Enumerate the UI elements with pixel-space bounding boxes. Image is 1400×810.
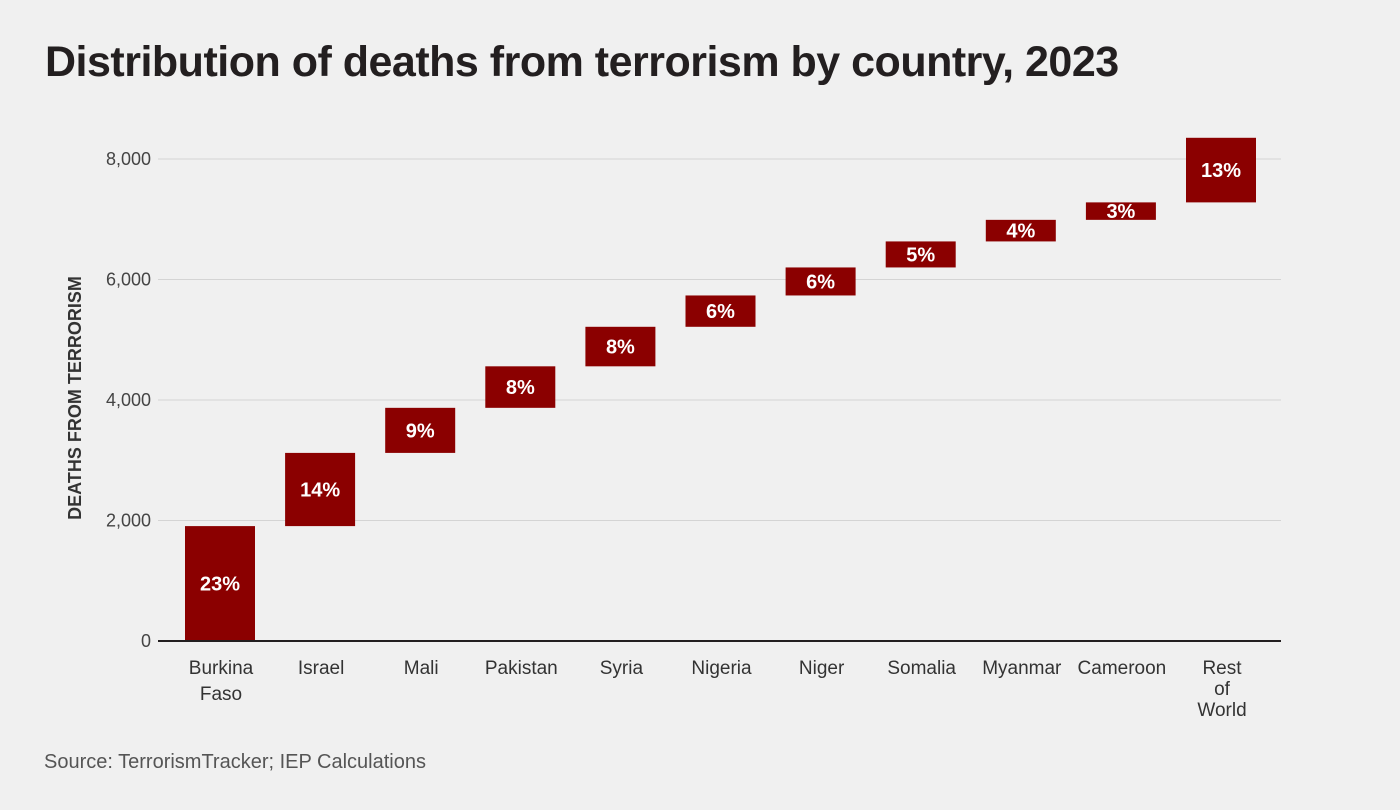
source-note: Source: TerrorismTracker; IEP Calculatio… — [44, 751, 426, 773]
bar — [185, 526, 255, 641]
x-tick-label-line: Israel — [298, 658, 344, 679]
bar-value-label: 6% — [706, 301, 735, 323]
x-tick-label: Pakistan — [485, 658, 558, 679]
x-tick-label: Rest of World — [1197, 658, 1246, 721]
x-tick-label-line: Rest — [1202, 658, 1242, 679]
bar — [285, 452, 356, 527]
x-tick-label: Mali — [404, 658, 439, 679]
x-tick-label: Somalia — [887, 658, 956, 679]
x-tick-label-line: World — [1197, 700, 1246, 721]
chart-title: Distribution of deaths from terrorism by… — [45, 38, 1119, 86]
x-tick-label-line: Pakistan — [485, 658, 558, 679]
bars: 23% 14% 9% 8% 8% 6% 6% 5% 4% 3% 13% — [185, 137, 1256, 641]
bar — [885, 241, 956, 268]
bar-value-label: 9% — [406, 420, 435, 442]
bar — [1085, 202, 1156, 220]
x-tick-label-line: Faso — [200, 684, 242, 705]
bar-value-label: 14% — [300, 480, 340, 502]
x-tick-label-line: Cameroon — [1078, 658, 1167, 679]
bar-value-label: 5% — [906, 244, 935, 266]
y-tick-label: 0 — [141, 631, 151, 651]
x-tick-label: Burkina Faso — [189, 658, 254, 705]
bar — [385, 407, 456, 453]
bar-value-label: 8% — [606, 337, 635, 359]
y-tick-label: 8,000 — [106, 149, 151, 169]
x-tick-label: Myanmar — [982, 658, 1062, 679]
x-tick-label-line: Niger — [799, 658, 845, 679]
bar-value-label: 6% — [806, 271, 835, 293]
axes: 0 2,000 4,000 6,000 8,000 Burkina Faso Israel Ma… — [106, 149, 1281, 721]
x-tick-label-line: Burkina — [189, 658, 254, 679]
x-tick-label: Niger — [799, 658, 845, 679]
x-tick-label-line: Nigeria — [691, 658, 752, 679]
x-tick-label: Israel — [298, 658, 344, 679]
bar-value-label: 13% — [1201, 160, 1241, 182]
x-tick-label-line: Somalia — [887, 658, 956, 679]
x-tick-label: Syria — [600, 658, 644, 679]
x-tick-label-line: Mali — [404, 658, 439, 679]
x-tick-label-line: Myanmar — [982, 658, 1062, 679]
bar-value-label: 23% — [200, 574, 240, 596]
bar — [585, 326, 656, 367]
bar — [985, 219, 1056, 242]
bar — [685, 295, 756, 327]
bar — [1186, 137, 1256, 203]
bar — [485, 366, 556, 408]
bar-value-label: 4% — [1006, 221, 1035, 243]
x-tick-label: Cameroon — [1078, 658, 1167, 679]
y-tick-label: 6,000 — [106, 270, 151, 290]
bar-value-label: 3% — [1106, 201, 1135, 223]
y-tick-label: 4,000 — [106, 390, 151, 410]
x-tick-label-line: Syria — [600, 658, 644, 679]
y-tick-label: 2,000 — [106, 511, 151, 531]
bar — [785, 267, 856, 296]
bar-value-label: 8% — [506, 377, 535, 399]
x-tick-label: Nigeria — [691, 658, 752, 679]
x-tick-label-line: of — [1214, 679, 1231, 700]
y-axis-title: DEATHS FROM TERRORISM — [65, 276, 85, 520]
